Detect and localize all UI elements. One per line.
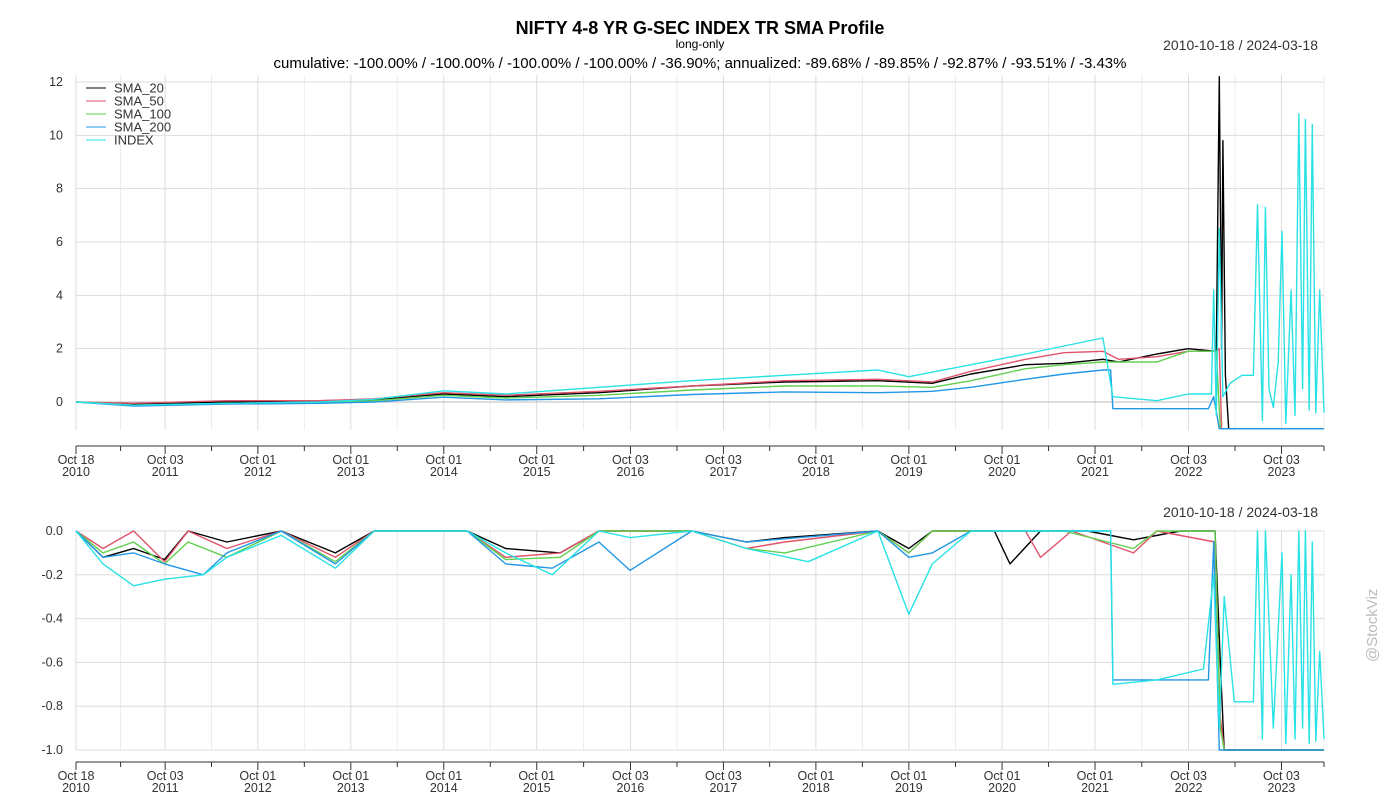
x-tick-label: Oct 03 2023 <box>1263 453 1300 479</box>
legend-label: INDEX <box>114 133 154 148</box>
x-tick-label: Oct 03 2017 <box>705 453 742 479</box>
x-tick-label: Oct 01 2012 <box>239 769 276 795</box>
x-tick-label: Oct 01 2015 <box>518 453 555 479</box>
y-tick-label: -0.8 <box>41 699 63 713</box>
x-tick-label: Oct 18 2010 <box>58 453 95 479</box>
x-tick-label: Oct 01 2015 <box>518 769 555 795</box>
x-tick-label: Oct 03 2017 <box>705 769 742 795</box>
y-tick-label: 6 <box>56 235 63 249</box>
performance-stats: cumulative: -100.00% / -100.00% / -100.0… <box>273 55 1127 72</box>
x-tick-label: Oct 01 2014 <box>425 453 462 479</box>
y-tick-label: -0.6 <box>41 655 63 669</box>
y-tick-label: -1.0 <box>41 743 63 757</box>
x-tick-label: Oct 01 2013 <box>332 769 369 795</box>
legend-label: SMA_200 <box>114 120 171 135</box>
y-tick-label: 2 <box>56 342 63 356</box>
series-line-sma-200-drawdowns <box>75 530 1324 751</box>
x-tick-label: Oct 01 2020 <box>984 453 1021 479</box>
y-tick-label: 0 <box>56 395 63 409</box>
x-tick-label: Oct 03 2023 <box>1263 769 1300 795</box>
series-line-sma-100-drawdowns <box>75 530 1324 751</box>
x-tick-label: Oct 01 2018 <box>797 453 834 479</box>
x-tick-label: Oct 03 2011 <box>147 769 184 795</box>
x-tick-label: Oct 01 2018 <box>797 769 834 795</box>
panel-drawdowns: Oct 18 2010 Oct 03 2011 Oct 01 2012 Oct 01 2013… <box>41 524 1325 795</box>
x-tick-label: Oct 01 2019 <box>890 769 927 795</box>
x-tick-label: Oct 03 2022 <box>1170 769 1207 795</box>
date-range-top: 2010-10-18 / 2024-03-18 <box>1163 37 1318 53</box>
x-tick-label: Oct 01 2019 <box>890 453 927 479</box>
series-line-sma-20-cumulative-returns <box>75 75 1324 430</box>
x-tick-label: Oct 18 2010 <box>58 769 95 795</box>
x-tick-label: Oct 01 2021 <box>1077 769 1114 795</box>
x-axis-cumulative-returns: Oct 18 2010 Oct 03 2011 Oct 01 2012 Oct 01 2013… <box>58 445 1325 479</box>
panel-cumulative-returns: Oct 18 2010 Oct 03 2011 Oct 01 2012 Oct 01 2013… <box>49 75 1325 479</box>
legend-label: SMA_50 <box>114 94 164 109</box>
x-tick-label: Oct 03 2011 <box>147 453 184 479</box>
y-tick-label: -0.4 <box>41 612 63 626</box>
x-tick-label: Oct 01 2013 <box>332 453 369 479</box>
x-tick-label: Oct 01 2012 <box>239 453 276 479</box>
series-line-index-drawdowns <box>75 530 1325 745</box>
series-line-sma-50-cumulative-returns <box>75 348 1324 430</box>
series-line-index-cumulative-returns <box>75 113 1325 424</box>
x-tick-label: Oct 03 2022 <box>1170 453 1207 479</box>
x-tick-label: Oct 01 2021 <box>1077 453 1114 479</box>
y-tick-label: 10 <box>49 128 63 142</box>
chart-subtitle: long-only <box>675 37 725 51</box>
y-tick-label: 0.0 <box>46 524 63 538</box>
legend-label: SMA_20 <box>114 81 164 96</box>
y-tick-label: -0.2 <box>41 568 63 582</box>
chart-title: NIFTY 4-8 YR G-SEC INDEX TR SMA Profile <box>515 18 885 38</box>
x-tick-label: Oct 03 2016 <box>612 453 649 479</box>
y-tick-label: 12 <box>49 75 63 89</box>
y-tick-label: 4 <box>56 288 63 302</box>
legend-label: SMA_100 <box>114 107 171 122</box>
x-tick-label: Oct 03 2016 <box>612 769 649 795</box>
x-axis-drawdowns: Oct 18 2010 Oct 03 2011 Oct 01 2012 Oct 01 2013… <box>58 761 1325 795</box>
series-line-sma-20-drawdowns <box>75 530 1324 751</box>
y-tick-label: 8 <box>56 182 63 196</box>
series-line-sma-200-cumulative-returns <box>75 369 1324 430</box>
series-line-sma-50-drawdowns <box>75 530 1324 751</box>
date-range-bottom: 2010-10-18 / 2024-03-18 <box>1163 504 1318 520</box>
x-tick-label: Oct 01 2020 <box>984 769 1021 795</box>
series-line-sma-100-cumulative-returns <box>75 350 1324 430</box>
x-tick-label: Oct 01 2014 <box>425 769 462 795</box>
